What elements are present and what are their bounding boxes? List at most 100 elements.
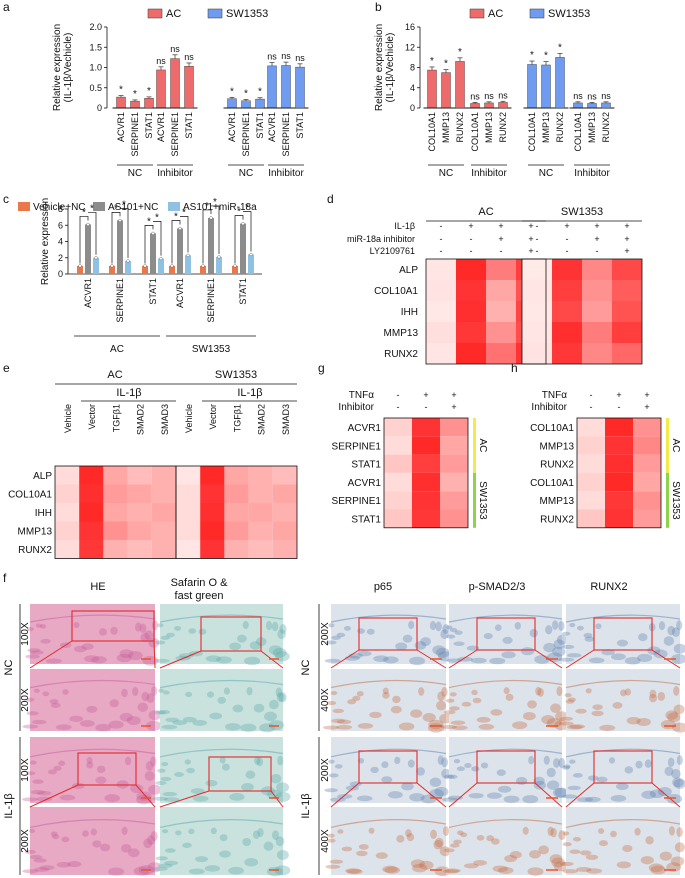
y-tick-label: 4 — [58, 237, 63, 247]
tissue-texture — [210, 827, 217, 835]
tissue-texture — [529, 628, 538, 638]
tissue-texture — [676, 620, 683, 631]
heat-cell — [552, 280, 582, 301]
heat-cell — [633, 418, 661, 437]
tissue-texture — [51, 834, 60, 840]
micrograph-tile — [449, 737, 562, 803]
gene-label: STAT1 — [351, 460, 381, 471]
tissue-texture — [27, 648, 41, 653]
heat-cell — [79, 521, 104, 540]
panel-b: b AC SW1353 0 4 8 12 16 Relative expression (IL-1… — [374, 0, 615, 179]
tissue-texture — [556, 634, 568, 645]
data-point — [86, 222, 90, 227]
tissue-texture — [558, 657, 575, 662]
heat-cell — [456, 259, 486, 280]
tissue-texture — [346, 868, 363, 875]
condition-label: SMAD2 — [257, 404, 267, 435]
tissue-texture — [356, 795, 373, 802]
tissue-texture — [595, 623, 602, 630]
heat-cell — [426, 322, 456, 343]
significance-mark: * — [133, 89, 137, 100]
significance-mark: * — [530, 50, 534, 61]
tissue-texture — [80, 720, 95, 727]
tissue-texture — [330, 690, 338, 696]
tissue-texture — [674, 842, 685, 853]
tissue-texture — [522, 711, 536, 721]
tissue-texture — [553, 861, 569, 872]
tissue-texture — [124, 756, 132, 766]
tissue-texture — [437, 755, 444, 765]
tissue-texture — [188, 868, 205, 875]
magnification-label: 400X — [320, 829, 331, 853]
tissue-texture — [407, 759, 415, 768]
tissue-texture — [143, 838, 153, 849]
panel-h: h TNFα - + + Inhibitor - - + COL10A1 MMP13 RUNX2 COL… — [511, 361, 681, 529]
tissue-texture — [25, 771, 36, 776]
zoom-line — [565, 649, 595, 669]
tissue-texture — [195, 856, 209, 863]
x-tick-label: COL10A1 — [527, 112, 537, 152]
condition-label: IL-1β — [394, 221, 415, 231]
tissue-texture — [108, 867, 125, 876]
tissue-texture — [82, 830, 89, 837]
heat-cell — [426, 343, 456, 364]
tissue-texture — [152, 796, 168, 801]
significance-mark: * — [147, 216, 151, 227]
tissue-surface — [29, 819, 156, 828]
gene-label: ALP — [399, 265, 418, 276]
row-group-label: NC — [300, 660, 312, 676]
tissue-texture — [480, 762, 489, 769]
tissue-texture — [356, 850, 368, 857]
comparison-bracket — [88, 212, 97, 255]
tissue-texture — [109, 699, 119, 708]
sign-mark: - — [566, 246, 569, 256]
zoom-line — [159, 790, 210, 808]
tissue-texture — [622, 844, 633, 853]
tissue-texture — [494, 624, 502, 632]
ns-mark: ns — [267, 52, 277, 62]
tissue-texture — [337, 794, 353, 799]
bar — [117, 220, 123, 274]
tissue-texture — [269, 699, 279, 710]
bar — [158, 258, 164, 274]
micrograph-tile — [566, 669, 680, 731]
tissue-texture — [242, 620, 249, 630]
legend-swatch — [207, 8, 223, 19]
tissue-texture — [443, 774, 455, 779]
bar — [156, 69, 166, 109]
tissue-texture — [184, 759, 192, 765]
tissue-texture — [471, 689, 478, 696]
tissue-texture — [430, 829, 437, 839]
tissue-texture — [503, 795, 520, 803]
heat-cell — [272, 466, 297, 485]
x-tick-label: ACVR1 — [267, 112, 277, 142]
tissue-texture — [366, 628, 375, 635]
tissue-surface — [565, 679, 681, 689]
tissue-texture — [562, 765, 570, 770]
tissue-texture — [26, 627, 34, 632]
y-axis-label: (IL-1β/Vechicle) — [385, 33, 396, 103]
tissue-texture — [155, 856, 168, 861]
condition-label: Vector — [208, 404, 218, 430]
heat-cell — [582, 301, 612, 322]
significance-mark: * — [244, 88, 248, 99]
tissue-texture — [274, 651, 290, 662]
tissue-texture — [388, 791, 403, 799]
tissue-texture — [456, 766, 465, 772]
tissue-texture — [382, 691, 390, 699]
legend-label: Vehicle+NC — [33, 202, 86, 213]
column-title: p-SMAD2/3 — [469, 581, 526, 593]
tissue-texture — [323, 725, 340, 730]
comparison-bracket — [144, 225, 154, 264]
gene-label: IHH — [35, 508, 52, 519]
y-axis-label: Relative expression — [374, 24, 385, 111]
tissue-texture — [331, 718, 346, 724]
zoom-box — [476, 617, 536, 651]
heat-cell — [605, 418, 633, 437]
gene-label: MMP13 — [540, 496, 575, 507]
tissue-texture — [553, 639, 565, 650]
zoom-box — [593, 750, 653, 784]
micrograph-tile — [331, 669, 446, 731]
heat-cell — [55, 484, 80, 503]
